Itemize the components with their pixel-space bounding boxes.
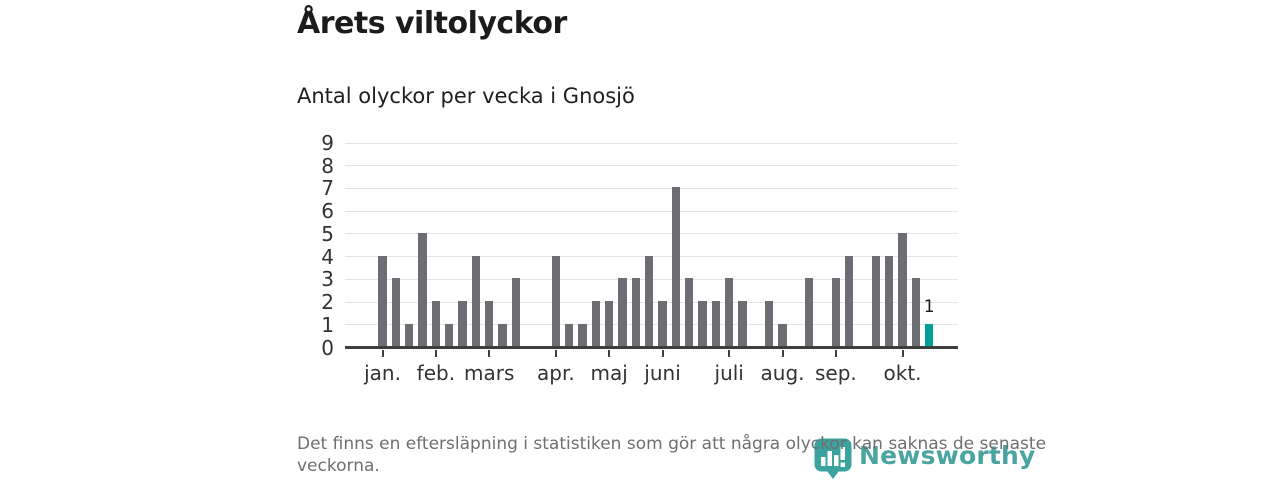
bar-week-9 [484, 301, 494, 347]
month-label: sep. [814, 360, 857, 385]
y-axis-label: 0 [321, 335, 334, 360]
bar-week-7 [458, 301, 467, 347]
bar-week-16 [578, 323, 587, 347]
bar-week-4 [418, 232, 427, 347]
month-label: juni [644, 360, 681, 385]
footnote: Det finns en eftersläpning i statistiken… [297, 434, 1047, 476]
y-gridline [345, 142, 958, 144]
newsworthy-pin-icon [814, 438, 852, 480]
month-tick [901, 349, 904, 357]
bar-week-2 [391, 278, 401, 347]
bar-week-28 [738, 301, 747, 347]
bar-week-5 [431, 301, 441, 347]
month-tick [608, 349, 611, 357]
chart-subtitle: Antal olyckor per vecka i Gnosjö [297, 84, 635, 108]
month-tick [434, 349, 437, 357]
bar-week-31 [778, 323, 787, 347]
bar-week-35 [831, 278, 841, 347]
bar-week-1 [378, 255, 387, 347]
bar-week-24 [684, 278, 694, 347]
bar-week-36 [844, 255, 854, 347]
bar-week-19 [618, 278, 627, 347]
bar-week-10 [498, 323, 507, 347]
bar-week-11 [511, 278, 521, 347]
y-gridline [345, 187, 958, 189]
month-tick [554, 349, 557, 357]
highlight-value-label: 1 [923, 296, 935, 317]
bar-week-41 [911, 278, 921, 347]
bar-week-39 [884, 255, 894, 347]
bar-week-22 [658, 301, 667, 347]
y-axis-label: 5 [321, 221, 334, 246]
y-axis-label: 9 [321, 131, 334, 155]
month-label: aug. [760, 360, 805, 385]
month-label: maj [590, 360, 628, 385]
bar-week-38 [871, 255, 881, 347]
bar-week-18 [604, 301, 614, 347]
x-axis-line [345, 346, 958, 349]
y-axis-label: 4 [321, 244, 334, 269]
newsworthy-logo: Newsworthy [814, 438, 1036, 480]
bar-week-3 [404, 323, 414, 347]
bar-week-14 [551, 255, 561, 347]
bar-week-42 [924, 323, 934, 347]
chart-title: Årets viltolyckor [297, 6, 567, 41]
month-tick [834, 349, 837, 357]
bar-week-26 [711, 301, 721, 347]
bar-week-15 [564, 323, 574, 347]
bar-week-27 [724, 278, 734, 347]
y-axis-label: 7 [321, 176, 334, 201]
month-tick [488, 349, 491, 357]
month-tick [661, 349, 664, 357]
month-label: juli [714, 360, 744, 385]
month-tick [381, 349, 384, 357]
month-label: mars [464, 360, 515, 385]
bar-week-30 [764, 301, 774, 347]
y-gridline [345, 210, 958, 212]
y-axis-label: 6 [321, 199, 334, 224]
y-gridline [345, 165, 958, 167]
month-label: okt. [883, 360, 922, 385]
bar-week-8 [471, 255, 481, 347]
bar-week-21 [644, 255, 654, 347]
month-label: apr. [537, 360, 575, 385]
bar-week-40 [898, 232, 907, 347]
y-axis-label: 1 [321, 312, 334, 337]
y-axis-label: 3 [321, 267, 334, 292]
bar-week-17 [591, 301, 601, 347]
month-tick [781, 349, 784, 357]
month-tick [728, 349, 731, 357]
y-axis-label: 8 [321, 153, 334, 178]
y-axis-label: 2 [321, 290, 334, 315]
bar-week-23 [671, 187, 681, 347]
y-gridline [345, 233, 958, 235]
bar-week-33 [804, 278, 814, 347]
month-label: feb. [416, 360, 456, 385]
bar-week-20 [631, 278, 641, 347]
bar-week-25 [698, 301, 707, 347]
newsworthy-logo-text: Newsworthy [859, 441, 1036, 470]
month-label: jan. [364, 360, 401, 385]
bar-week-6 [444, 323, 454, 347]
